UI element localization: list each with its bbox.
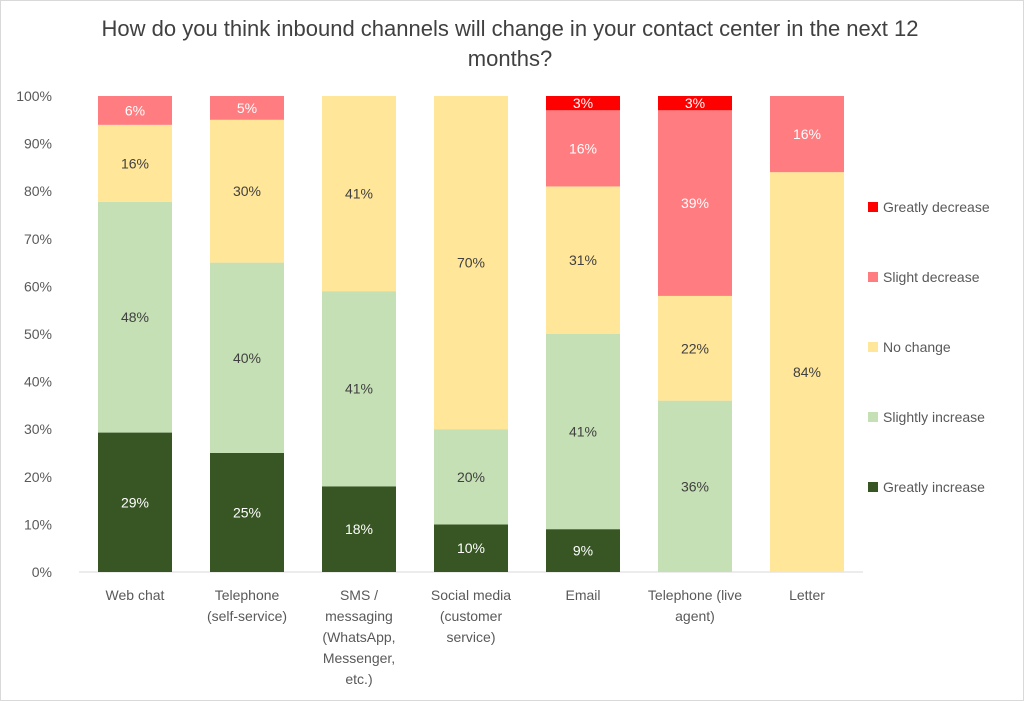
x-tick-label: SMS /: [340, 587, 378, 603]
bar-segment: [210, 262, 284, 453]
x-tick-label: (WhatsApp,: [322, 629, 395, 645]
bar-segment: [210, 119, 284, 263]
data-label: 10%: [457, 540, 485, 556]
data-label: 6%: [125, 102, 145, 118]
legend-swatch: [868, 202, 878, 212]
data-label: 39%: [681, 195, 709, 211]
data-label: 20%: [457, 469, 485, 485]
data-label: 3%: [685, 95, 705, 111]
bar-segment: [658, 96, 732, 111]
legend-label: No change: [883, 339, 951, 355]
y-tick-label: 40%: [24, 374, 52, 390]
y-tick-label: 90%: [24, 136, 52, 152]
data-label: 5%: [237, 100, 257, 116]
x-tick-label: messaging: [325, 608, 393, 624]
y-tick-label: 20%: [24, 469, 52, 485]
bar-segment: [98, 432, 172, 572]
y-tick-label: 50%: [24, 326, 52, 342]
data-label: 40%: [233, 350, 261, 366]
data-label: 36%: [681, 478, 709, 494]
bar-segment: [98, 201, 172, 433]
bar-segment: [658, 295, 732, 401]
y-tick-label: 0%: [32, 564, 52, 580]
data-label: 22%: [681, 340, 709, 356]
bar-segment: [546, 529, 620, 572]
y-tick-label: 60%: [24, 278, 52, 294]
data-label: 18%: [345, 521, 373, 537]
data-label: 48%: [121, 309, 149, 325]
bar-segment: [98, 96, 172, 125]
legend-label: Greatly decrease: [883, 199, 990, 215]
legend-label: Slightly increase: [883, 409, 985, 425]
data-label: 16%: [793, 126, 821, 142]
bar-segment: [546, 110, 620, 187]
bar-segment: [322, 486, 396, 572]
x-tick-label: agent): [675, 608, 715, 624]
x-tick-label: etc.): [345, 671, 372, 687]
bar-segment: [434, 96, 508, 430]
data-label: 29%: [121, 494, 149, 510]
y-tick-label: 80%: [24, 183, 52, 199]
bar-segment: [322, 291, 396, 487]
legend-swatch: [868, 342, 878, 352]
bar-segment: [770, 172, 844, 572]
bar-segment: [210, 96, 284, 120]
chart-title: How do you think inbound channels will c…: [101, 16, 919, 71]
y-tick-label: 70%: [24, 231, 52, 247]
data-label: 16%: [121, 155, 149, 171]
bar-segment: [658, 400, 732, 572]
data-label: 16%: [569, 140, 597, 156]
bar-segment: [658, 110, 732, 296]
data-label: 25%: [233, 505, 261, 521]
bar-segment: [322, 96, 396, 292]
data-label: 3%: [573, 95, 593, 111]
data-label: 31%: [569, 252, 597, 268]
bar-segment: [546, 334, 620, 530]
bar-segment: [98, 124, 172, 202]
x-tick-label: Telephone: [215, 587, 280, 603]
data-label: 70%: [457, 255, 485, 271]
legend-swatch: [868, 482, 878, 492]
bar-segment: [546, 96, 620, 111]
bar-segment: [546, 186, 620, 334]
data-label: 9%: [573, 543, 593, 559]
legend-swatch: [868, 272, 878, 282]
legend-swatch: [868, 412, 878, 422]
data-label: 41%: [345, 186, 373, 202]
x-tick-label: Web chat: [106, 587, 165, 603]
y-tick-label: 30%: [24, 421, 52, 437]
bar-segment: [434, 524, 508, 572]
x-tick-label: Telephone (live: [648, 587, 742, 603]
data-label: 41%: [569, 424, 597, 440]
bar-segment: [210, 453, 284, 572]
y-tick-label: 10%: [24, 516, 52, 532]
x-tick-label: Messenger,: [323, 650, 395, 666]
x-tick-label: Letter: [789, 587, 825, 603]
bar-segment: [434, 429, 508, 525]
x-tick-label: Social media: [431, 587, 511, 603]
x-tick-label: (customer: [440, 608, 503, 624]
x-tick-label: Email: [565, 587, 600, 603]
data-label: 30%: [233, 183, 261, 199]
x-tick-label: service): [446, 629, 495, 645]
x-tick-label: (self-service): [207, 608, 287, 624]
bar-segment: [770, 96, 844, 173]
data-label: 84%: [793, 364, 821, 380]
y-tick-label: 100%: [16, 88, 52, 104]
legend-label: Slight decrease: [883, 269, 980, 285]
data-label: 41%: [345, 381, 373, 397]
legend-label: Greatly increase: [883, 479, 985, 495]
